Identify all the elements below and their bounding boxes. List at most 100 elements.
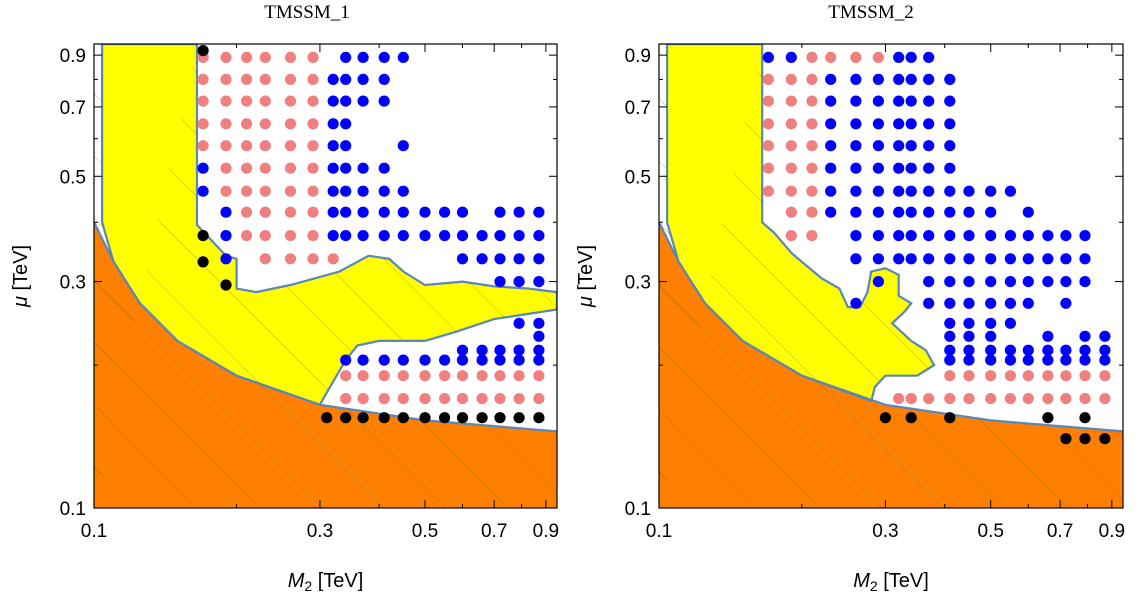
data-point: [893, 163, 904, 174]
data-point: [1079, 393, 1090, 404]
data-point: [786, 163, 797, 174]
data-point: [514, 318, 525, 329]
data-point: [963, 331, 974, 342]
data-point: [328, 96, 339, 107]
data-point: [923, 118, 934, 129]
data-point: [906, 393, 917, 404]
x-tick-label: 0.7: [1047, 521, 1073, 542]
data-point: [1099, 370, 1110, 381]
data-point: [1099, 345, 1110, 356]
data-point: [806, 52, 817, 63]
data-point: [285, 140, 296, 151]
x-tick-label: 0.3: [872, 521, 898, 542]
data-point: [985, 186, 996, 197]
data-point: [763, 163, 774, 174]
data-point: [806, 140, 817, 151]
data-point: [379, 163, 390, 174]
data-point: [477, 355, 488, 366]
data-point: [944, 207, 955, 218]
data-point: [379, 370, 390, 381]
data-point: [923, 276, 934, 287]
y-axis-label: μ [TeV]: [575, 245, 597, 308]
data-point: [494, 253, 505, 264]
data-point: [419, 412, 430, 423]
data-point: [825, 140, 836, 151]
data-point: [514, 253, 525, 264]
data-point: [825, 186, 836, 197]
data-point: [873, 253, 884, 264]
data-point: [893, 393, 904, 404]
y-axis-label: μ [TeV]: [10, 245, 32, 308]
data-point: [944, 253, 955, 264]
data-point: [514, 345, 525, 356]
data-point: [873, 230, 884, 241]
data-point: [241, 52, 252, 63]
data-point: [1079, 370, 1090, 381]
data-point: [457, 230, 468, 241]
data-point: [307, 207, 318, 218]
x-tick-label: 0.3: [307, 521, 333, 542]
data-point: [1099, 433, 1110, 444]
data-point: [477, 230, 488, 241]
data-point: [1042, 345, 1053, 356]
data-point: [285, 186, 296, 197]
data-point: [985, 345, 996, 356]
data-point: [1079, 355, 1090, 366]
data-point: [873, 52, 884, 63]
data-point: [340, 412, 351, 423]
data-point: [1005, 253, 1016, 264]
data-point: [358, 230, 369, 241]
data-point: [963, 318, 974, 329]
data-point: [477, 345, 488, 356]
data-point: [825, 207, 836, 218]
data-point: [285, 74, 296, 85]
data-point: [1060, 355, 1071, 366]
data-point: [533, 207, 544, 218]
data-point: [494, 276, 505, 287]
data-point: [906, 96, 917, 107]
data-point: [1079, 276, 1090, 287]
data-point: [806, 163, 817, 174]
panel-2: 0.10.30.50.70.90.10.30.50.70.9M2 [TeV]μ …: [575, 44, 1125, 594]
data-point: [198, 96, 209, 107]
data-point: [893, 118, 904, 129]
data-point: [328, 140, 339, 151]
data-point: [1023, 393, 1034, 404]
data-point: [220, 230, 231, 241]
data-point: [358, 96, 369, 107]
data-point: [379, 412, 390, 423]
data-point: [850, 163, 861, 174]
data-point: [873, 186, 884, 197]
data-point: [1005, 318, 1016, 329]
data-point: [985, 318, 996, 329]
x-tick-label: 0.1: [81, 521, 107, 542]
data-point: [893, 186, 904, 197]
data-point: [533, 412, 544, 423]
data-point: [963, 298, 974, 309]
data-point: [340, 118, 351, 129]
panel-1: 0.10.30.50.70.90.10.30.50.70.9M2 [TeV]μ …: [10, 44, 559, 594]
data-point: [220, 140, 231, 151]
data-point: [923, 163, 934, 174]
data-point: [1042, 230, 1053, 241]
data-point: [985, 370, 996, 381]
data-point: [198, 45, 209, 56]
data-point: [260, 74, 271, 85]
y-tick-label: 0.7: [60, 98, 86, 119]
data-point: [985, 253, 996, 264]
data-point: [806, 96, 817, 107]
y-tick-label: 0.1: [625, 499, 651, 520]
data-point: [1005, 393, 1016, 404]
data-point: [1060, 298, 1071, 309]
data-point: [1099, 355, 1110, 366]
data-point: [514, 207, 525, 218]
data-point: [533, 331, 544, 342]
data-point: [923, 207, 934, 218]
data-point: [906, 118, 917, 129]
data-point: [220, 163, 231, 174]
data-point: [985, 393, 996, 404]
data-point: [328, 207, 339, 218]
data-point: [786, 74, 797, 85]
data-point: [340, 186, 351, 197]
data-point: [906, 412, 917, 423]
